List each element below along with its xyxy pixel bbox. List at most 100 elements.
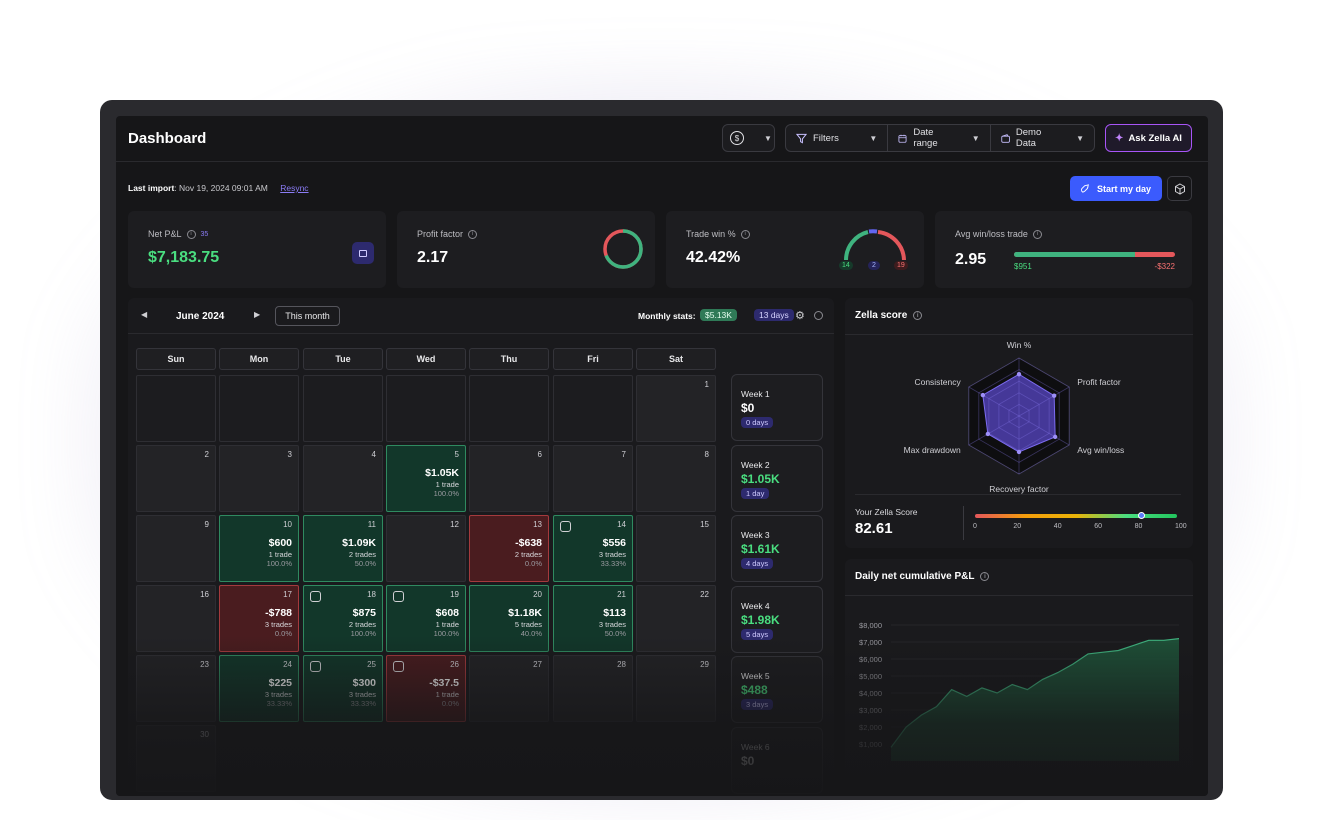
avg-win-loss-card: Avg win/loss trade i 2.95 $951 -$322 bbox=[935, 211, 1192, 288]
y-tick-label: $5,000 bbox=[859, 672, 882, 681]
funnel-icon bbox=[796, 133, 807, 143]
calendar-day[interactable]: 8 bbox=[636, 445, 716, 512]
day-win-rate: 0.0% bbox=[524, 559, 542, 568]
note-icon[interactable] bbox=[310, 591, 321, 602]
calendar-day[interactable]: 7 bbox=[553, 445, 633, 512]
week-summary: Week 6 $0 bbox=[731, 726, 823, 794]
filters-button[interactable]: Filters ▼ bbox=[786, 125, 889, 151]
monthly-pnl-badge: $5.13K bbox=[700, 309, 737, 321]
calendar-day[interactable]: 12 bbox=[386, 515, 466, 582]
calculator-icon[interactable] bbox=[352, 242, 374, 264]
net-pnl-card: Net P&L i 35 $7,183.75 bbox=[128, 211, 386, 288]
week-pnl: $0 bbox=[741, 401, 755, 415]
calendar-day[interactable]: 30 bbox=[136, 725, 216, 792]
weekday-header: Wed bbox=[386, 348, 466, 370]
radar-point bbox=[1051, 393, 1057, 398]
wins-count: 14 bbox=[839, 261, 853, 270]
win-loss-bar bbox=[1014, 252, 1175, 257]
calendar-day[interactable]: 6 bbox=[469, 445, 549, 512]
day-number: 20 bbox=[533, 590, 542, 599]
day-number: 9 bbox=[204, 520, 209, 529]
calendar-day[interactable]: 4 bbox=[303, 445, 383, 512]
calendar-day[interactable]: 27 bbox=[469, 655, 549, 722]
calendar-day[interactable]: 5 $1.05K 1 trade 100.0% bbox=[386, 445, 466, 512]
info-icon[interactable]: i bbox=[740, 229, 750, 239]
calendar-day[interactable]: 20 $1.18K 5 trades 40.0% bbox=[469, 585, 549, 652]
note-icon[interactable] bbox=[560, 521, 571, 532]
calendar-day[interactable]: 26 -$37.5 1 trade 0.0% bbox=[386, 655, 466, 722]
day-number: 8 bbox=[704, 450, 709, 459]
calendar-day[interactable]: 9 bbox=[136, 515, 216, 582]
radar-axis-line bbox=[1018, 415, 1070, 446]
calendar-day[interactable]: 3 bbox=[219, 445, 299, 512]
cube-button[interactable] bbox=[1167, 176, 1192, 201]
calendar-day[interactable]: 19 $608 1 trade 100.0% bbox=[386, 585, 466, 652]
currency-selector[interactable]: $ ▼ bbox=[722, 124, 775, 152]
calendar-day[interactable]: 21 $113 3 trades 50.0% bbox=[553, 585, 633, 652]
account-selector[interactable]: Demo Data ▼ bbox=[991, 125, 1094, 151]
day-number: 30 bbox=[200, 730, 209, 739]
day-trades: 3 trades bbox=[348, 690, 376, 699]
calendar-day[interactable]: 13 -$638 2 trades 0.0% bbox=[469, 515, 549, 582]
calendar-day[interactable]: 14 $556 3 trades 33.33% bbox=[553, 515, 633, 582]
radar-axis-line bbox=[968, 386, 1020, 417]
calendar-day[interactable]: 29 bbox=[636, 655, 716, 722]
calendar-empty-cell bbox=[553, 375, 633, 442]
calendar-day[interactable]: 1 bbox=[636, 375, 716, 442]
day-number: 6 bbox=[537, 450, 542, 459]
note-icon[interactable] bbox=[393, 591, 404, 602]
zella-score-title: Zella score bbox=[855, 310, 908, 321]
previous-month-icon[interactable]: ◀ bbox=[141, 310, 148, 319]
day-pnl: $875 bbox=[352, 607, 376, 619]
calendar-day[interactable]: 23 bbox=[136, 655, 216, 722]
info-icon[interactable]: i bbox=[913, 311, 923, 320]
y-tick-label: $7,000 bbox=[859, 638, 882, 647]
calendar-day[interactable]: 18 $875 2 trades 100.0% bbox=[303, 585, 383, 652]
resync-link[interactable]: Resync bbox=[280, 183, 309, 193]
losses-count: 19 bbox=[894, 261, 908, 270]
wallet-icon bbox=[1001, 133, 1010, 143]
day-number: 7 bbox=[621, 450, 626, 459]
info-icon[interactable]: i bbox=[980, 572, 990, 581]
y-tick-label: $1,000 bbox=[859, 740, 882, 749]
net-pnl-value: $7,183.75 bbox=[148, 249, 220, 266]
info-icon[interactable]: i bbox=[1032, 229, 1042, 239]
start-my-day-button[interactable]: Start my day bbox=[1070, 176, 1162, 201]
calendar-day[interactable]: 22 bbox=[636, 585, 716, 652]
zella-radar-chart: Win % Profit factor Avg win/loss Recovery f… bbox=[904, 340, 1125, 494]
info-icon[interactable]: i bbox=[186, 229, 196, 239]
week-pnl: $488 bbox=[741, 683, 768, 697]
date-range-button[interactable]: Date range ▼ bbox=[888, 125, 991, 151]
note-icon[interactable] bbox=[393, 661, 404, 672]
start-my-day-label: Start my day bbox=[1096, 183, 1152, 194]
info-icon[interactable]: i bbox=[468, 229, 478, 239]
week-label: Week 2 bbox=[741, 459, 770, 470]
gear-icon[interactable]: ⚙ bbox=[795, 310, 805, 322]
calendar-day[interactable]: 10 $600 1 trade 100.0% bbox=[219, 515, 299, 582]
calendar-day[interactable]: 28 bbox=[553, 655, 633, 722]
radar-point bbox=[1052, 434, 1058, 440]
net-pnl-label-row: Net P&L i 35 bbox=[148, 229, 208, 239]
day-number: 28 bbox=[617, 660, 626, 669]
calendar-day[interactable]: 24 $225 3 trades 33.33% bbox=[219, 655, 299, 722]
app-screen: Dashboard $ ▼ Filters ▼ Date range ▼ Dem… bbox=[116, 116, 1208, 796]
profit-factor-label: Profit factor bbox=[417, 229, 464, 239]
calendar-day[interactable]: 2 bbox=[136, 445, 216, 512]
calendar-day[interactable]: 25 $300 3 trades 33.33% bbox=[303, 655, 383, 722]
this-month-button[interactable]: This month bbox=[275, 306, 340, 326]
ask-zella-ai-button[interactable]: ✦ Ask Zella AI bbox=[1105, 124, 1192, 152]
day-number: 18 bbox=[367, 590, 376, 599]
avg-win-amount: $951 bbox=[1014, 262, 1032, 271]
next-month-icon[interactable]: ▶ bbox=[254, 310, 261, 319]
cumulative-pnl-title: Daily net cumulative P&L bbox=[855, 571, 975, 582]
avg-win-loss-label-row: Avg win/loss trade i bbox=[955, 229, 1042, 239]
week-days: 4 days bbox=[741, 558, 774, 569]
calendar-day[interactable]: 11 $1.09K 2 trades 50.0% bbox=[303, 515, 383, 582]
info-icon[interactable] bbox=[814, 311, 823, 320]
calendar-day[interactable]: 16 bbox=[136, 585, 216, 652]
note-icon[interactable] bbox=[310, 661, 321, 672]
calendar-day[interactable]: 17 -$788 3 trades 0.0% bbox=[219, 585, 299, 652]
weekday-header: Thu bbox=[469, 348, 549, 370]
radar-grid-ring bbox=[1008, 403, 1030, 429]
calendar-day[interactable]: 15 bbox=[636, 515, 716, 582]
